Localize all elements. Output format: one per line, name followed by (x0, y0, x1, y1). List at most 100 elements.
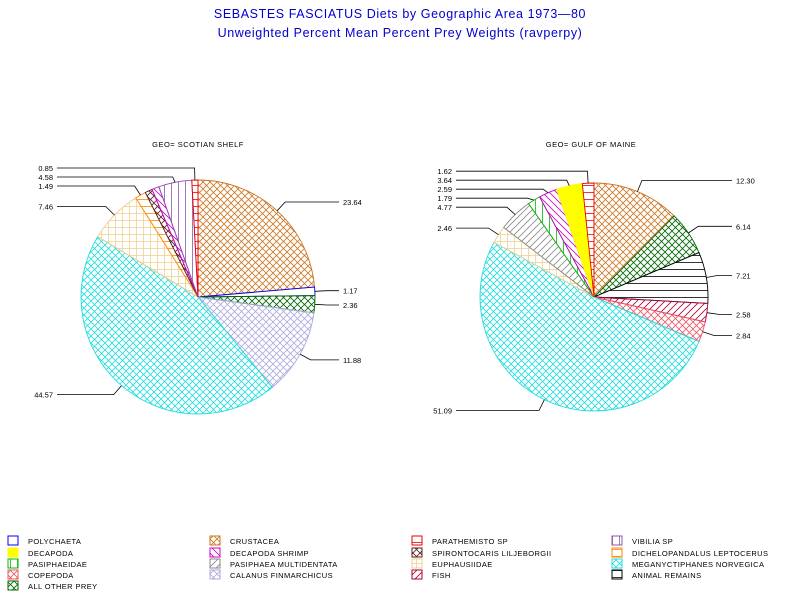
leader-line (314, 290, 339, 292)
leader-line (456, 188, 549, 194)
slice-label-calanus-finmarchicus: 11.88 (343, 356, 361, 365)
leader-line (57, 176, 176, 183)
leader-line (57, 385, 122, 396)
legend-swatch-all-other-prey (7, 580, 19, 591)
leader-line (314, 303, 339, 306)
slice-label-fish: 2.58 (736, 310, 751, 319)
leader-line (456, 227, 499, 236)
leader-line (456, 206, 516, 215)
legend-swatch-vibilia-sp (611, 535, 623, 546)
legend-label-decapoda: DECAPODA (28, 549, 73, 558)
legend-item-all-other-prey: ALL OTHER PREY (7, 580, 98, 591)
leader-line (456, 179, 570, 186)
legend-label-fish: FISH (432, 571, 451, 580)
figure-subtitle: Unweighted Percent Mean Percent Prey Wei… (218, 26, 583, 40)
pie-slice-meganyctiphanes-norvegica (80, 236, 273, 415)
legend-label-dichelopandalus-leptocerus: DICHELOPANDALUS LEPTOCERUS (632, 549, 768, 558)
legend-item-parathemisto-sp: PARATHEMISTO SP (411, 535, 508, 546)
legend-item-crustacea: CRUSTACEA (209, 535, 279, 546)
slice-label-animal-remains: 7.21 (736, 271, 751, 280)
legend-label-polychaeta: POLYCHAETA (28, 537, 81, 546)
legend-item-pasiphaeidae: PASIPHAEIDAE (7, 558, 87, 569)
leader-line (456, 197, 535, 201)
legend-item-pasiphaea-multidentata: PASIPHAEA MULTIDENTATA (209, 558, 338, 569)
leader-line (706, 274, 732, 278)
legend-item-fish: FISH (411, 569, 451, 580)
legend-item-polychaeta: POLYCHAETA (7, 535, 81, 546)
leader-line (276, 201, 339, 212)
slice-label-vibilia-sp: 4.58 (38, 173, 53, 182)
legend-swatch-crustacea (209, 535, 221, 546)
figure-title: SEBASTES FASCIATUS Diets by Geographic A… (214, 7, 586, 21)
legend-item-calanus-finmarchicus: CALANUS FINMARCHICUS (209, 569, 333, 580)
slice-label-all-other-prey: 6.14 (736, 222, 751, 231)
slice-label-pasiphaea-multidentata: 4.77 (437, 203, 452, 212)
legend-swatch-meganyctiphanes-norvegica (611, 558, 623, 569)
legend-swatch-euphausiidae (411, 558, 423, 569)
slice-label-euphausiidae: 2.46 (437, 224, 452, 233)
slice-label-copepoda: 2.84 (736, 331, 751, 340)
legend-label-pasiphaeidae: PASIPHAEIDAE (28, 560, 87, 569)
legend-swatch-calanus-finmarchicus (209, 569, 221, 580)
pie-slice-crustacea (197, 179, 316, 298)
legend-item-dichelopandalus-leptocerus: DICHELOPANDALUS LEPTOCERUS (611, 547, 768, 558)
legend-label-vibilia-sp: VIBILIA SP (632, 537, 673, 546)
leader-line (57, 185, 141, 196)
legend-label-meganyctiphanes-norvegica: MEGANYCTIPHANES NORVEGICA (632, 560, 764, 569)
slice-label-all-other-prey: 2.36 (343, 301, 358, 310)
leader-line (688, 225, 732, 234)
legend-item-euphausiidae: EUPHAUSIIDAE (411, 558, 492, 569)
legend-swatch-animal-remains (611, 569, 623, 580)
legend-item-decapoda: DECAPODA (7, 547, 73, 558)
slice-label-euphausiidae: 7.46 (38, 203, 53, 212)
leader-line (456, 399, 545, 411)
legend-label-spirontocaris-liljeborgii: SPIRONTOCARIS LILJEBORGII (432, 549, 551, 558)
legend-swatch-copepoda (7, 569, 19, 580)
legend-swatch-pasiphaea-multidentata (209, 558, 221, 569)
legend-label-copepoda: COPEPODA (28, 571, 74, 580)
leader-line (57, 167, 196, 181)
leader-line (706, 312, 732, 315)
legend-label-calanus-finmarchicus: CALANUS FINMARCHICUS (230, 571, 333, 580)
pie-slice-parathemisto-sp (191, 179, 199, 298)
leader-line (57, 206, 115, 216)
legend-swatch-spirontocaris-liljeborgii (411, 547, 423, 558)
slice-label-parathemisto-sp: 1.62 (437, 167, 452, 176)
legend-label-decapoda-shrimp: DECAPODA SHRIMP (230, 549, 309, 558)
legend-swatch-parathemisto-sp (411, 535, 423, 546)
pie-chart-scotian-shelf: GEO= SCOTIAN SHELF 23.64 1.17 2.36 11.88 0.8… (34, 140, 362, 415)
slice-label-pasiphaeidae: 1.79 (437, 194, 452, 203)
legend-item-copepoda: COPEPODA (7, 569, 74, 580)
leader-line (299, 353, 339, 361)
slice-label-dichelopandalus-leptocerus: 1.49 (38, 182, 53, 191)
slice-label-meganyctiphanes-norvegica: 44.57 (34, 391, 53, 400)
slice-label-crustacea: 12.30 (736, 176, 755, 185)
legend-item-spirontocaris-liljeborgii: SPIRONTOCARIS LILJEBORGII (411, 547, 551, 558)
leader-line (702, 331, 732, 336)
legend-item-animal-remains: ANIMAL REMAINS (611, 569, 702, 580)
pie-chart-gulf-of-maine: GEO= GULF OF MAINE 12.30 6.14 7.21 2.58 2.84… (433, 140, 755, 415)
leader-line (456, 170, 589, 184)
legend-item-meganyctiphanes-norvegica: MEGANYCTIPHANES NORVEGICA (611, 558, 764, 569)
slice-label-parathemisto-sp: 0.85 (38, 164, 53, 173)
slice-label-meganyctiphanes-norvegica: 51.09 (433, 406, 452, 415)
legend-swatch-fish (411, 569, 423, 580)
legend-swatch-pasiphaeidae (7, 558, 19, 569)
legend-item-decapoda-shrimp: DECAPODA SHRIMP (209, 547, 309, 558)
legend-label-pasiphaea-multidentata: PASIPHAEA MULTIDENTATA (230, 560, 338, 569)
pie-title-gulf-of-maine: GEO= GULF OF MAINE (546, 140, 636, 149)
legend-swatch-polychaeta (7, 535, 19, 546)
legend-label-all-other-prey: ALL OTHER PREY (28, 582, 98, 591)
slice-label-crustacea: 23.64 (343, 198, 362, 207)
legend-label-parathemisto-sp: PARATHEMISTO SP (432, 537, 508, 546)
slice-label-polychaeta: 1.17 (343, 287, 358, 296)
legend-swatch-decapoda (7, 547, 19, 558)
slice-label-decapoda: 3.64 (437, 176, 452, 185)
pie-title-scotian-shelf: GEO= SCOTIAN SHELF (152, 140, 244, 149)
legend-label-animal-remains: ANIMAL REMAINS (632, 571, 702, 580)
legend-swatch-decapoda-shrimp (209, 547, 221, 558)
legend-swatch-dichelopandalus-leptocerus (611, 547, 623, 558)
legend-item-vibilia-sp: VIBILIA SP (611, 535, 673, 546)
slice-label-decapoda-shrimp: 2.59 (437, 185, 452, 194)
